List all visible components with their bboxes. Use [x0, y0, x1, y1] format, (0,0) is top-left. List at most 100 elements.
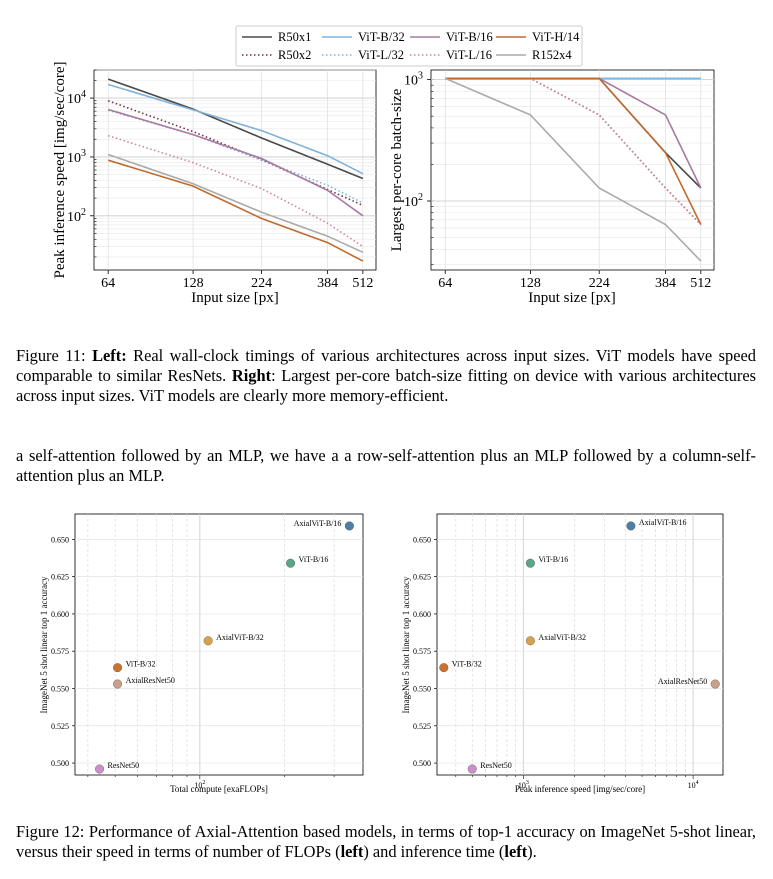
x-tick-label: 384: [317, 276, 338, 291]
fig12-right-frame: [436, 513, 724, 776]
x-tick-label: 128: [183, 276, 204, 291]
y-tick-label: 0.600: [413, 610, 431, 619]
caption-12-text-c: ).: [527, 842, 537, 861]
point-vit-b-32: [113, 663, 123, 673]
point-axialvit-b-32: [525, 636, 535, 646]
y-tick-label: 102: [404, 192, 423, 210]
point-axialvit-b-16: [344, 521, 354, 531]
right-ylabel: Largest per-core batch-size: [389, 88, 405, 251]
x-tick-label: 104: [688, 780, 699, 790]
fig11-left-panel: 102 103 104 64 128 224 384 512 Input size [px]…: [52, 62, 377, 306]
left-xlabel: Input size [px]: [191, 290, 278, 306]
y-tick-exponent: 4: [81, 89, 86, 100]
y-tick-label: 103: [404, 71, 423, 89]
point-label-vit-b-16: ViT-B/16: [538, 555, 568, 564]
point-label-axialvit-b-32: AxialViT-B/32: [538, 633, 586, 642]
legend-label-r152x4: R152x4: [532, 48, 572, 62]
x-tick-label: 512: [352, 276, 373, 291]
fig12-right-ylabel: ImageNet 5 shot linear top 1 accuracy: [401, 576, 411, 713]
legend-label-vit-l-32: ViT-L/32: [358, 48, 404, 62]
point-axialvit-b-32: [203, 636, 213, 646]
y-tick-label: 0.600: [51, 610, 69, 619]
y-tick-label: 0.550: [51, 684, 69, 693]
caption-11-right-text: : Largest per-core batch-size fitting on…: [16, 366, 756, 405]
series-line-vit-l-32: [107, 109, 364, 204]
point-vit-b-16: [525, 558, 535, 568]
series-line-vit-b-32: [107, 83, 364, 175]
series-line-vit-h-14: [445, 77, 702, 225]
point-resnet50: [95, 764, 105, 774]
y-tick-label: 0.650: [51, 535, 69, 544]
body-paragraph: a self-attention followed by an MLP, we …: [16, 446, 756, 485]
fig12-left-frame: [74, 513, 364, 776]
caption-12-text-b: ) and inference time (: [363, 842, 505, 861]
point-label-resnet50: ResNet50: [108, 761, 140, 770]
y-tick-label: 0.575: [413, 647, 431, 656]
point-label-resnet50: ResNet50: [480, 761, 512, 770]
fig11-right-panel: 102 103 64 128 224 384 512 Input size [px] La…: [389, 69, 715, 306]
caption-11-left-bold: Left:: [92, 346, 127, 365]
point-resnet50: [467, 764, 477, 774]
figure-11-caption: Figure 11: Left: Real wall-clock timings…: [16, 346, 756, 406]
legend-label-vit-b-32: ViT-B/32: [358, 30, 405, 44]
caption-12-text-a: Performance of Axial-Attention based mod…: [16, 822, 756, 861]
right-plot-frame: [430, 69, 715, 271]
series-line-vit-l-16: [107, 134, 364, 248]
point-label-axialvit-b-32: AxialViT-B/32: [216, 633, 264, 642]
point-label-vit-b-32: ViT-B/32: [452, 660, 482, 669]
caption-11-label: Figure 11:: [16, 346, 86, 365]
y-tick-label: 102: [67, 207, 86, 225]
right-xlabel: Input size [px]: [528, 290, 615, 306]
fig12-right-panel: 0.650 0.625 0.600 0.575 0.550 0.525 0.500 103 1…: [401, 513, 724, 794]
y-tick-label: 0.500: [413, 759, 431, 768]
x-tick-exponent: 3: [526, 780, 529, 786]
fig12-right-xlabel: Peak inference speed [img/sec/core]: [515, 784, 645, 794]
figure-11: R50x1 ViT-B/32 ViT-B/16 ViT-H/14 R50x2 ViT-L/…: [52, 25, 715, 306]
y-tick-exponent: 3: [418, 71, 423, 82]
y-tick-label: 0.650: [413, 535, 431, 544]
point-vit-b-32: [439, 663, 449, 673]
x-tick-label: 64: [438, 276, 452, 291]
y-tick-exponent: 3: [81, 148, 86, 159]
point-label-axialvit-b-16: AxialViT-B/16: [639, 518, 687, 527]
legend: R50x1 ViT-B/32 ViT-B/16 ViT-H/14 R50x2 ViT-L/…: [235, 25, 583, 67]
y-tick-label: 0.550: [413, 684, 431, 693]
legend-label-r50x2: R50x2: [278, 48, 311, 62]
x-tick-label: 128: [520, 276, 541, 291]
y-tick-label: 103: [67, 148, 86, 166]
fig12-left-xlabel: Total compute [exaFLOPs]: [170, 784, 268, 794]
y-tick-exponent: 2: [418, 192, 423, 203]
figure-12-caption: Figure 12: Performance of Axial-Attentio…: [16, 822, 756, 862]
x-tick-exponent: 4: [696, 780, 699, 786]
legend-box: [235, 25, 583, 67]
legend-label-vit-b-16: ViT-B/16: [446, 30, 493, 44]
y-tick-label: 104: [67, 89, 86, 107]
series-line-vit-b-16: [107, 108, 364, 217]
x-tick-label: 103: [518, 780, 529, 790]
y-tick-label: 0.625: [51, 573, 69, 582]
y-tick-label: 0.575: [51, 647, 69, 656]
point-label-vit-b-16: ViT-B/16: [299, 555, 329, 564]
series-line-r152x4: [444, 77, 702, 262]
y-tick-label: 0.625: [413, 573, 431, 582]
legend-label-r50x1: R50x1: [278, 30, 311, 44]
point-axialresnet50: [710, 679, 720, 689]
x-tick-label: 512: [690, 276, 711, 291]
point-label-axialvit-b-16: AxialViT-B/16: [294, 519, 342, 528]
left-ylabel: Peak inference speed [img/sec/core]: [52, 62, 68, 279]
x-tick-label: 64: [101, 276, 115, 291]
point-label-axialresnet50: AxialResNet50: [658, 677, 707, 686]
y-tick-exponent: 2: [81, 207, 86, 218]
x-tick-label: 384: [655, 276, 676, 291]
legend-label-vit-l-16: ViT-L/16: [446, 48, 492, 62]
series-line-r152x4: [107, 153, 364, 254]
caption-11-right-bold: Right: [231, 366, 272, 385]
series-line-r50x1: [107, 78, 364, 180]
point-axialresnet50: [113, 679, 123, 689]
x-tick-label: 224: [589, 276, 610, 291]
x-tick-label: 224: [251, 276, 272, 291]
legend-label-vit-h-14: ViT-H/14: [532, 30, 580, 44]
caption-11-left-text: Real wall-clock timings of various archi…: [16, 346, 756, 385]
